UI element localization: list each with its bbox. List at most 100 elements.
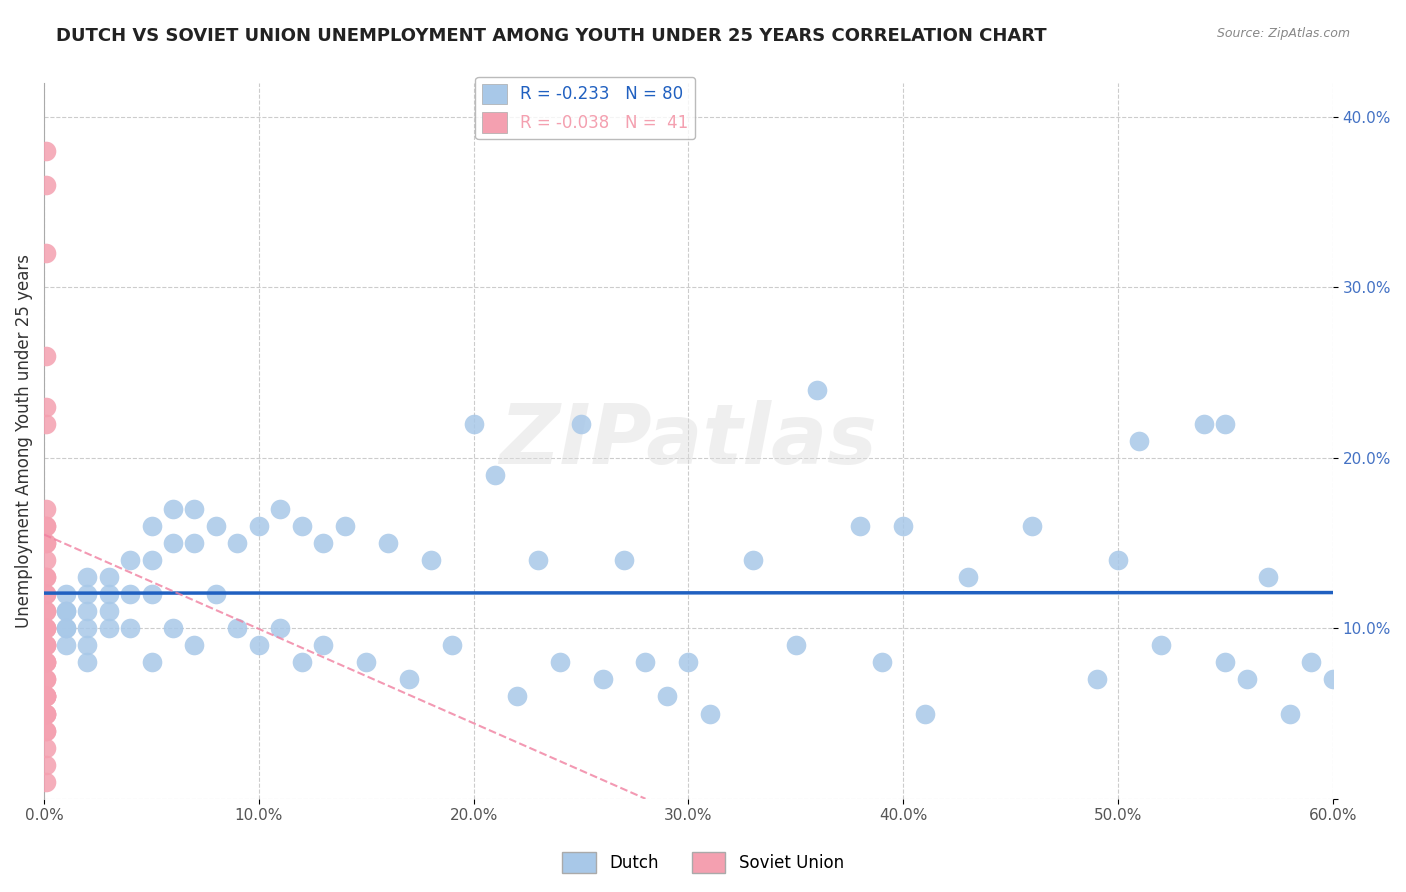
Point bbox=[613, 553, 636, 567]
Point bbox=[35, 144, 58, 158]
Point bbox=[1150, 638, 1173, 652]
Point bbox=[226, 621, 249, 635]
Legend: R = -0.233   N = 80, R = -0.038   N =  41: R = -0.233 N = 80, R = -0.038 N = 41 bbox=[475, 77, 696, 139]
Point bbox=[35, 638, 58, 652]
Point bbox=[76, 638, 98, 652]
Point bbox=[55, 621, 77, 635]
Point bbox=[76, 621, 98, 635]
Point bbox=[226, 536, 249, 550]
Point bbox=[1257, 570, 1279, 584]
Point bbox=[655, 690, 678, 704]
Point bbox=[1128, 434, 1150, 448]
Point bbox=[269, 502, 291, 516]
Point bbox=[118, 587, 141, 601]
Point bbox=[247, 519, 270, 533]
Point bbox=[35, 656, 58, 670]
Point bbox=[35, 502, 58, 516]
Point bbox=[484, 467, 506, 482]
Point bbox=[356, 656, 378, 670]
Point bbox=[35, 638, 58, 652]
Point bbox=[741, 553, 763, 567]
Y-axis label: Unemployment Among Youth under 25 years: Unemployment Among Youth under 25 years bbox=[15, 254, 32, 628]
Point bbox=[183, 638, 205, 652]
Point bbox=[76, 656, 98, 670]
Point bbox=[183, 536, 205, 550]
Point bbox=[141, 656, 163, 670]
Point bbox=[97, 587, 120, 601]
Point bbox=[1278, 706, 1301, 721]
Point bbox=[141, 519, 163, 533]
Point bbox=[35, 604, 58, 618]
Point bbox=[35, 740, 58, 755]
Point bbox=[1322, 673, 1344, 687]
Point bbox=[891, 519, 914, 533]
Point bbox=[76, 570, 98, 584]
Point bbox=[35, 570, 58, 584]
Point bbox=[35, 673, 58, 687]
Legend: Dutch, Soviet Union: Dutch, Soviet Union bbox=[555, 846, 851, 880]
Point bbox=[377, 536, 399, 550]
Point bbox=[247, 638, 270, 652]
Point bbox=[35, 706, 58, 721]
Point bbox=[35, 536, 58, 550]
Text: Source: ZipAtlas.com: Source: ZipAtlas.com bbox=[1216, 27, 1350, 40]
Point bbox=[634, 656, 657, 670]
Point bbox=[55, 604, 77, 618]
Point bbox=[118, 553, 141, 567]
Point bbox=[76, 587, 98, 601]
Point bbox=[419, 553, 441, 567]
Point bbox=[35, 519, 58, 533]
Point bbox=[97, 621, 120, 635]
Point bbox=[914, 706, 936, 721]
Point bbox=[35, 519, 58, 533]
Point bbox=[1215, 656, 1237, 670]
Point bbox=[463, 417, 485, 431]
Point bbox=[35, 417, 58, 431]
Point bbox=[870, 656, 893, 670]
Point bbox=[205, 587, 228, 601]
Point bbox=[785, 638, 807, 652]
Point bbox=[312, 536, 335, 550]
Point bbox=[527, 553, 550, 567]
Point bbox=[118, 621, 141, 635]
Point bbox=[35, 774, 58, 789]
Point bbox=[291, 656, 314, 670]
Point bbox=[141, 587, 163, 601]
Point bbox=[55, 587, 77, 601]
Point bbox=[55, 604, 77, 618]
Point bbox=[1021, 519, 1043, 533]
Point bbox=[76, 604, 98, 618]
Point bbox=[35, 587, 58, 601]
Point bbox=[441, 638, 464, 652]
Point bbox=[35, 621, 58, 635]
Point bbox=[35, 553, 58, 567]
Point bbox=[1236, 673, 1258, 687]
Point bbox=[699, 706, 721, 721]
Point bbox=[35, 723, 58, 738]
Point bbox=[55, 638, 77, 652]
Point bbox=[55, 621, 77, 635]
Point bbox=[398, 673, 420, 687]
Point bbox=[333, 519, 356, 533]
Point bbox=[35, 706, 58, 721]
Point bbox=[35, 400, 58, 414]
Point bbox=[1192, 417, 1215, 431]
Point bbox=[35, 349, 58, 363]
Point bbox=[97, 604, 120, 618]
Point bbox=[35, 706, 58, 721]
Point bbox=[312, 638, 335, 652]
Point bbox=[183, 502, 205, 516]
Point bbox=[1107, 553, 1129, 567]
Point bbox=[1085, 673, 1108, 687]
Point bbox=[1301, 656, 1323, 670]
Point bbox=[35, 690, 58, 704]
Point bbox=[35, 673, 58, 687]
Point bbox=[35, 690, 58, 704]
Point bbox=[162, 502, 184, 516]
Point bbox=[97, 570, 120, 584]
Point bbox=[35, 690, 58, 704]
Point bbox=[849, 519, 872, 533]
Point bbox=[35, 690, 58, 704]
Point bbox=[35, 536, 58, 550]
Point bbox=[35, 587, 58, 601]
